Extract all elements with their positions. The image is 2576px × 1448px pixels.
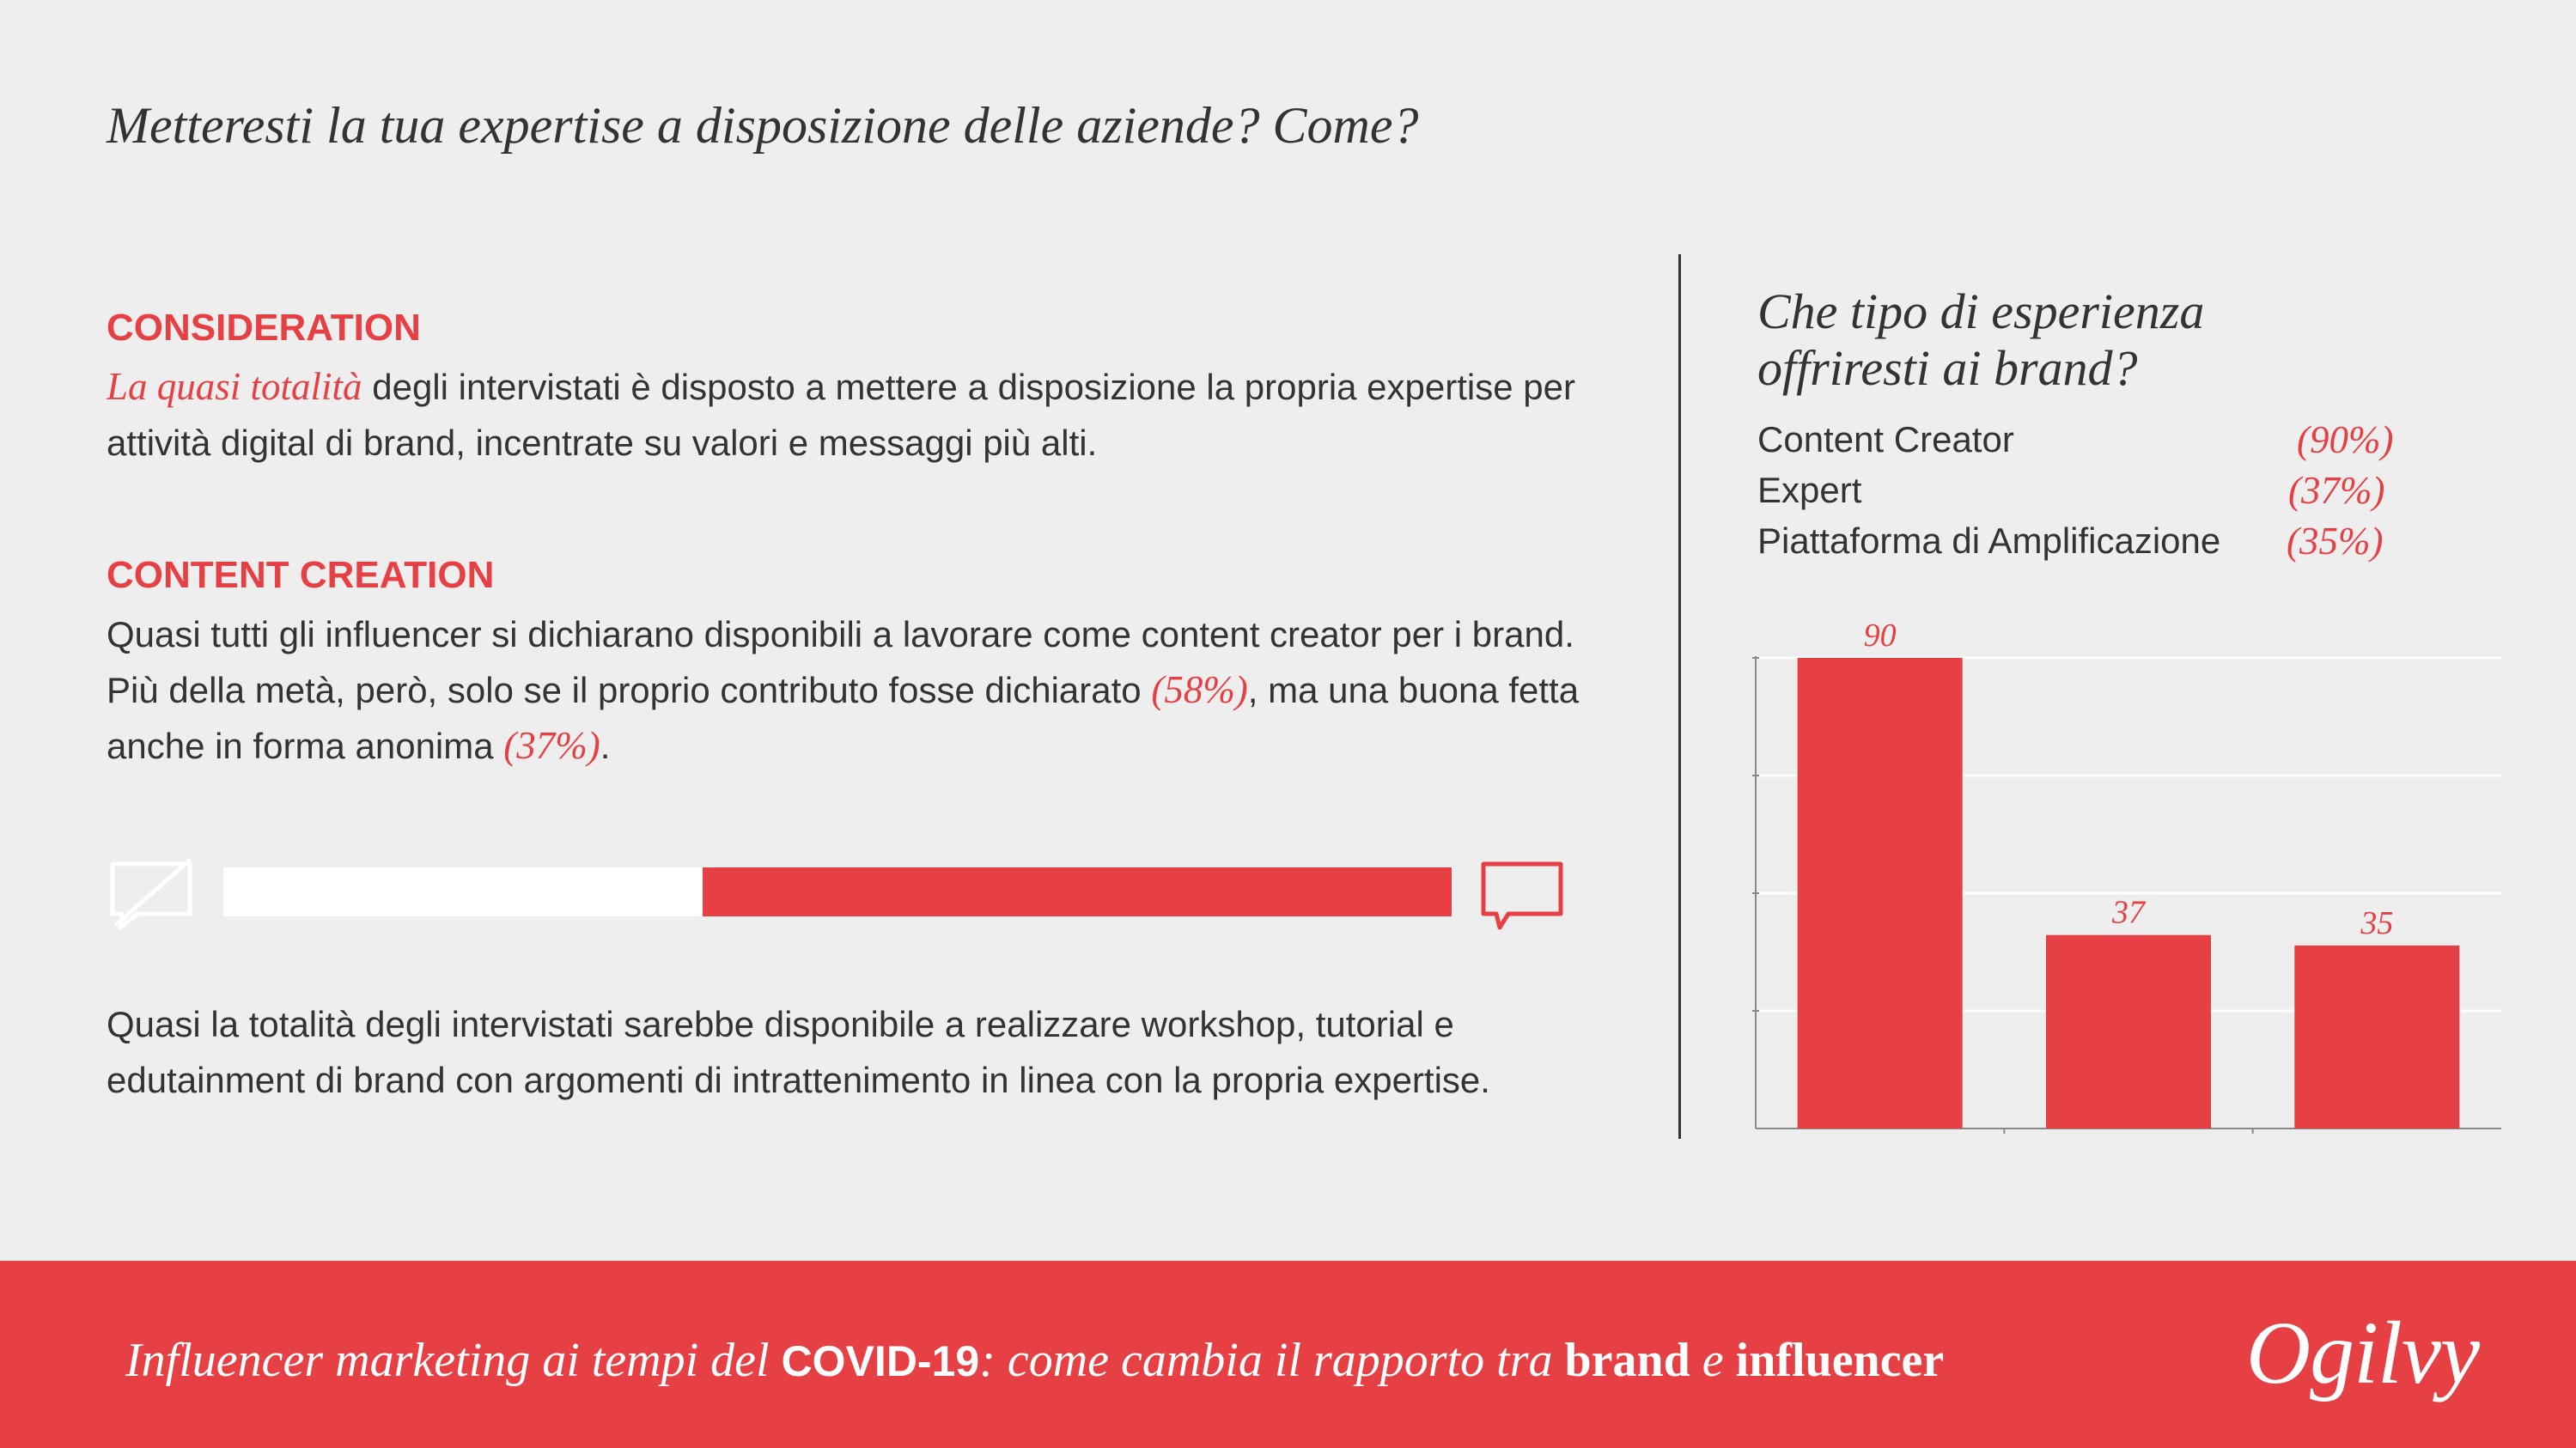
bar-content-creator xyxy=(1797,658,1963,1129)
footer-part: Influencer marketing ai tempi del xyxy=(125,1334,782,1387)
legend-value: (90%) xyxy=(2297,418,2394,461)
bar-expert xyxy=(2046,934,2211,1129)
content-creation-paragraph: Quasi tutti gli influencer si dichiarano… xyxy=(107,606,1618,774)
legend-value: (35%) xyxy=(2287,520,2384,563)
data-label: 90 xyxy=(1864,618,1897,654)
crossed-speech-bubble-icon xyxy=(110,858,192,930)
legend-value: (37%) xyxy=(2288,469,2385,512)
content-creation-body-3: . xyxy=(600,726,611,766)
bar-chart: 90 37 35 xyxy=(1752,618,2501,1134)
footer-part: e xyxy=(1690,1334,1736,1387)
footer-tagline: Influencer marketing ai tempi del COVID-… xyxy=(125,1331,1944,1388)
declared-vs-anonymous-bar xyxy=(223,867,1452,916)
footer-part: : xyxy=(979,1334,1008,1387)
closing-paragraph: Quasi la totalità degli intervistati sar… xyxy=(107,1004,1490,1100)
footer-brand: brand xyxy=(1564,1334,1690,1387)
consideration-paragraph: La quasi totalità degli intervistati è d… xyxy=(107,359,1618,471)
content-creation-heading: CONTENT CREATION xyxy=(107,554,495,596)
footer-influencer: influencer xyxy=(1735,1334,1945,1387)
legend-label: Expert xyxy=(1757,470,1862,510)
declared-percentage: (58%) xyxy=(1151,668,1248,711)
ogilvy-logo: Ogilvy xyxy=(2246,1304,2480,1402)
chart-question: Che tipo di esperienza offriresti ai bra… xyxy=(1757,283,2205,396)
content-creation-body-1: Quasi tutti gli influencer si dichiarano… xyxy=(107,614,1574,710)
declared-bar-fill xyxy=(702,867,1452,916)
consideration-heading: CONSIDERATION xyxy=(107,307,421,349)
consideration-body: degli intervistati è disposto a mettere … xyxy=(107,367,1575,463)
page-title: Metteresti la tua expertise a disposizio… xyxy=(107,97,1419,154)
data-label: 37 xyxy=(2111,895,2147,931)
legend-label: Piattaforma di Amplificazione xyxy=(1757,520,2221,561)
speech-bubble-icon xyxy=(1481,861,1563,930)
anonymous-percentage: (37%) xyxy=(503,724,600,767)
footer-covid: COVID-19 xyxy=(781,1337,980,1385)
data-label: 35 xyxy=(2360,905,2393,941)
content-creation-body-2: , ma una buona fetta anche in forma anon… xyxy=(107,670,1580,766)
consideration-highlight: La quasi totalità xyxy=(107,365,362,408)
vertical-divider xyxy=(1678,254,1681,1139)
footer-banner: Influencer marketing ai tempi del COVID-… xyxy=(0,1261,2576,1448)
footer-part: come cambia il rapporto tra xyxy=(1007,1334,1565,1387)
legend-label: Content Creator xyxy=(1757,419,2014,459)
bar-piattaforma-di-amplificazione xyxy=(2294,945,2460,1129)
